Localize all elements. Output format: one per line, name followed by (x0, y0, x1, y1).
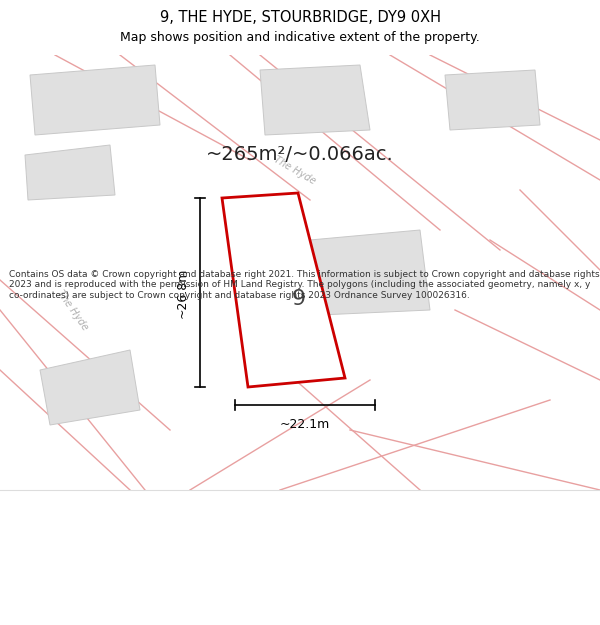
Polygon shape (222, 193, 345, 387)
Text: The Hyde: The Hyde (55, 288, 89, 332)
Text: 9, THE HYDE, STOURBRIDGE, DY9 0XH: 9, THE HYDE, STOURBRIDGE, DY9 0XH (160, 11, 440, 26)
Text: The Hyde: The Hyde (272, 154, 317, 186)
Polygon shape (25, 145, 115, 200)
Polygon shape (445, 70, 540, 130)
Polygon shape (310, 230, 430, 315)
Text: ~26.8m: ~26.8m (176, 268, 188, 318)
Text: Map shows position and indicative extent of the property.: Map shows position and indicative extent… (120, 31, 480, 44)
Polygon shape (40, 350, 140, 425)
Polygon shape (260, 65, 370, 135)
Polygon shape (30, 65, 160, 135)
Text: Contains OS data © Crown copyright and database right 2021. This information is : Contains OS data © Crown copyright and d… (9, 270, 599, 300)
Text: ~22.1m: ~22.1m (280, 419, 330, 431)
Text: ~265m²/~0.066ac.: ~265m²/~0.066ac. (206, 146, 394, 164)
Text: 9: 9 (291, 289, 305, 309)
